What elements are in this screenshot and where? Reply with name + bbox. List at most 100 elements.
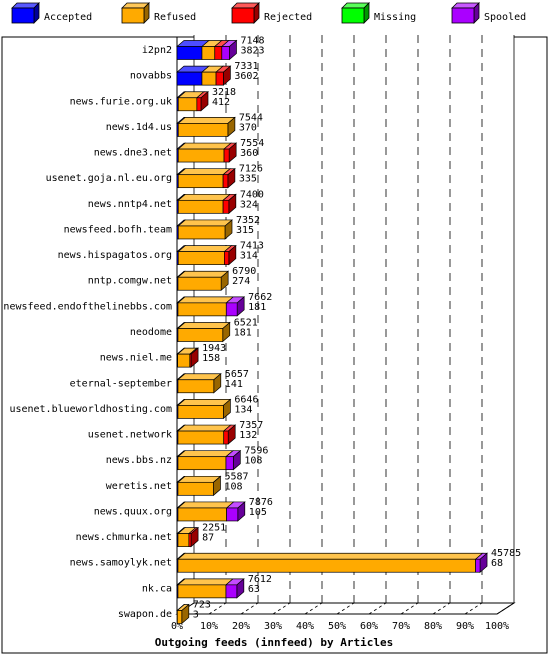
second-count-label: 314 [240, 251, 258, 262]
bar-segment-accepted [176, 40, 210, 60]
category-label: eternal-september [70, 378, 172, 389]
bar-segment-refused [177, 501, 235, 522]
bar-front [225, 456, 234, 471]
bar-front [177, 481, 214, 496]
legend-label: Spooled [484, 12, 526, 23]
bar-segment-rejected [187, 526, 200, 548]
bar-segment-spooled [220, 39, 238, 61]
x-tick-label: 60% [360, 621, 378, 632]
bar-front [177, 148, 225, 163]
second-count-label: 181 [248, 302, 266, 313]
offered-count-label: 6521 [234, 318, 258, 329]
category-label: news.furie.org.uk [70, 96, 172, 107]
bar-front [215, 71, 224, 86]
bar-segment-rejected [195, 91, 209, 112]
bar-front [201, 46, 216, 60]
second-count-label: 68 [491, 558, 503, 569]
second-count-label: 141 [225, 379, 243, 390]
category-label: news.1d4.us [106, 122, 172, 133]
second-count-label: 132 [239, 430, 257, 441]
plot-area: 0% 10% 20% 30% 40% 50% 60% 70% 80% 90% 100% i2pn2 71… [3, 35, 521, 632]
bar-front [225, 584, 238, 599]
bar-segment-refused [177, 296, 235, 317]
bar-front [177, 533, 190, 547]
x-tick-label: 40% [296, 621, 314, 632]
legend-swatch [231, 7, 255, 24]
bar-top [177, 296, 235, 304]
bar-segment-refused [177, 219, 233, 240]
second-count-label: 181 [234, 328, 252, 339]
category-label: news.nntp4.net [88, 199, 172, 210]
offered-count-label: 3218 [212, 87, 236, 98]
legend-swatch [121, 7, 145, 24]
second-count-label: 108 [224, 481, 242, 492]
bar-segment-rejected [222, 424, 237, 445]
bar-segment-refused [177, 245, 233, 265]
bar-segment-refused [177, 398, 232, 420]
offered-count-label: 723 [193, 600, 211, 611]
bar-front [177, 276, 222, 291]
legend-swatch [341, 7, 365, 24]
bar-front [222, 174, 229, 189]
legend-item-spooled: Spooled [451, 2, 526, 24]
bar-top [177, 117, 236, 124]
x-tick-label: 80% [424, 621, 442, 632]
second-count-label: 105 [249, 507, 267, 518]
legend: Accepted Refused Rejected Missing Spooled [11, 2, 526, 24]
bar-front [177, 225, 226, 240]
offered-count-label: 7612 [248, 574, 272, 585]
bar-front [223, 430, 229, 445]
offered-count-label: 7400 [240, 189, 264, 200]
second-count-label: 3 [193, 610, 199, 621]
offered-count-label: 7331 [234, 61, 258, 72]
category-label: news.dne3.net [94, 148, 172, 159]
x-tick-label: 30% [264, 621, 282, 632]
second-count-label: 134 [234, 404, 252, 415]
offered-count-label: 1943 [202, 343, 226, 354]
category-label: news.bbs.nz [106, 455, 172, 466]
second-count-label: 335 [239, 174, 257, 185]
x-tick-label: 70% [392, 621, 410, 632]
category-label: news.quux.org [94, 506, 172, 517]
legend-label: Refused [154, 12, 196, 23]
second-count-label: 412 [212, 97, 230, 108]
bar-front [225, 302, 238, 317]
bar-front [189, 353, 192, 368]
second-count-label: 108 [244, 456, 262, 467]
offered-count-label: 6790 [232, 266, 256, 277]
bar-segment-refused [177, 552, 484, 573]
bar-segment-spooled [225, 449, 242, 471]
bar-segment-refused [176, 603, 190, 625]
bar-segment-refused [177, 142, 232, 163]
bar-top [177, 399, 232, 406]
category-label: news.samoylyk.net [70, 558, 172, 569]
offered-count-label: 7357 [239, 420, 263, 431]
bar-top [177, 193, 232, 201]
category-label: newsfeed.endofthelinebbs.com [3, 301, 172, 312]
bar-segment-rejected [215, 65, 232, 86]
bar-front [177, 97, 198, 112]
second-count-label: 63 [248, 584, 260, 595]
category-label: usenet.network [88, 430, 172, 441]
bar-segment-refused [177, 270, 230, 291]
offered-count-label: 7148 [240, 36, 264, 47]
offered-count-label: 7554 [240, 138, 264, 149]
bar-top [177, 424, 232, 432]
legend-label: Rejected [264, 12, 312, 23]
bar-front [177, 123, 229, 137]
legend-item-rejected: Rejected [231, 2, 312, 24]
category-label: newsfeed.bofh.team [64, 224, 172, 235]
category-label: i2pn2 [142, 45, 172, 56]
legend-item-missing: Missing [341, 2, 416, 24]
bar-front [176, 71, 203, 86]
